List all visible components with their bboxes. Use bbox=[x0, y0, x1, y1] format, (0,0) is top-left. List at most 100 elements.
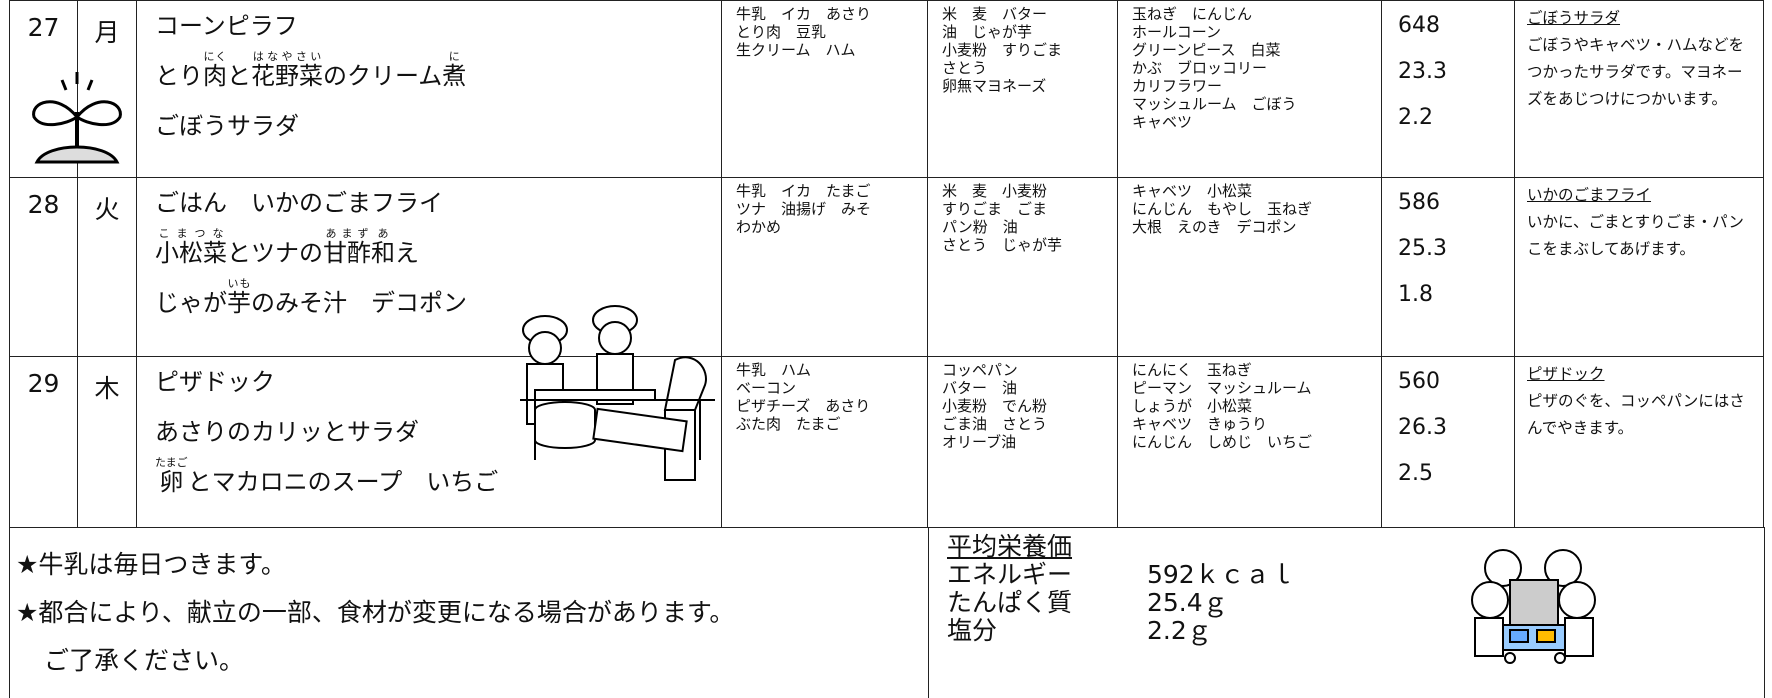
menu-line: あさりのカリッとサラダ bbox=[155, 397, 721, 447]
ruby-text: 芋いも bbox=[227, 277, 251, 318]
ingredient: 米 麦 小麦粉 bbox=[942, 182, 1048, 200]
average-row: 塩分 2.2ｇ bbox=[947, 617, 1295, 645]
menu-line: ごぼうサラダ bbox=[155, 91, 721, 141]
menu-text: ごぼうサラダ bbox=[155, 112, 299, 140]
ruby-text: 甘酢あまず bbox=[323, 227, 371, 268]
ingredient: キャベツ 小松菜 bbox=[1132, 182, 1253, 200]
ingredient: 小麦粉 でん粉 bbox=[942, 397, 1048, 415]
menu-text: 肉 bbox=[203, 62, 227, 90]
ingredient: さとう bbox=[942, 59, 988, 77]
ingredient: かぶ ブロッコリー bbox=[1132, 59, 1268, 77]
salt: 1.8 bbox=[1398, 282, 1433, 307]
ingredient: キャベツ bbox=[1132, 113, 1193, 131]
ingredient: にんじん もやし 玉ねぎ bbox=[1132, 200, 1313, 218]
ingredient-cell: 牛乳 イカ あさり とり肉 豆乳 生クリーム ハム bbox=[721, 0, 928, 178]
ingredient: 大根 えのき デコポン bbox=[1132, 218, 1297, 236]
nutrition-cell: 586 25.3 1.8 bbox=[1381, 177, 1515, 357]
menu-text: じゃが bbox=[155, 289, 227, 317]
nutrient: エネルギー bbox=[947, 560, 1073, 589]
menu-text: 花野菜 bbox=[251, 62, 323, 90]
kids-illustration bbox=[1471, 549, 1596, 664]
menu-table: 27 月コーンピラフ とり 肉にくと花野菜はなやさい のクリーム 煮に ごぼうサラダ 牛乳 イ… bbox=[9, 0, 1764, 528]
ingredient: しょうが 小松菜 bbox=[1132, 397, 1253, 415]
date-cell: 29 bbox=[9, 356, 78, 528]
protein: 26.3 bbox=[1398, 415, 1447, 440]
ingredient: わかめ bbox=[736, 218, 782, 236]
ingredient-cell: コッペパン バター 油小麦粉 でん粉 ごま油 さとう オリーブ油 bbox=[927, 356, 1118, 528]
ruby-text: 煮に bbox=[442, 50, 466, 91]
protein: 23.3 bbox=[1398, 59, 1447, 84]
menu-text: のみそ汁 デコポン bbox=[251, 289, 467, 317]
ingredient-cell: 牛乳 イカ たまご ツナ 油揚げ みそ わかめ bbox=[721, 177, 928, 357]
ingredient: 油 じゃが芋 bbox=[942, 23, 1033, 41]
divider bbox=[928, 527, 929, 698]
description-title: いかのごまフライ bbox=[1527, 186, 1652, 204]
energy: 648 bbox=[1398, 13, 1440, 38]
salt: 2.2 bbox=[1398, 105, 1433, 130]
day-row: 27 月コーンピラフ とり 肉にくと花野菜はなやさい のクリーム 煮に ごぼうサラダ 牛乳 イ… bbox=[9, 0, 1764, 178]
menu-text: 芋 bbox=[227, 289, 251, 317]
menu-line: じゃが 芋いも のみそ汁 デコポン bbox=[155, 268, 721, 318]
ingredient: さとう じゃが芋 bbox=[942, 236, 1063, 254]
ingredient: オリーブ油 bbox=[942, 433, 1017, 451]
ingredient: 生クリーム ハム bbox=[736, 41, 856, 59]
ingredient-cell: キャベツ 小松菜 にんじん もやし 玉ねぎ 大根 えのき デコポン bbox=[1117, 177, 1382, 357]
furigana: にく bbox=[203, 50, 227, 63]
menu-text: ごはん いかのごまフライ bbox=[155, 189, 443, 217]
day-row: 29 木 ピザドックあさりのカリッとサラダ卵たまご とマカロニのスープ いちご 牛乳 ハ… bbox=[9, 356, 1764, 528]
menu-text: と bbox=[227, 62, 251, 90]
average-row: エネルギー 592ｋｃａｌ bbox=[947, 561, 1295, 589]
ingredient-cell: 牛乳 ハム ベーコン ピザチーズ あさり ぶた肉 たまご bbox=[721, 356, 928, 528]
ingredient: ツナ 油揚げ みそ bbox=[736, 200, 872, 218]
note: ご了承ください。 bbox=[44, 646, 245, 675]
menu-text: 和 bbox=[371, 239, 395, 267]
ruby-text: 小松菜こまつな bbox=[155, 227, 227, 268]
menu-text: え bbox=[395, 239, 419, 267]
ingredient: 卵無マヨネーズ bbox=[942, 77, 1047, 95]
menu-cell: コーンピラフ とり 肉にくと花野菜はなやさい のクリーム 煮にごぼうサラダ bbox=[136, 0, 722, 178]
ruby-text: 肉にく bbox=[203, 50, 227, 91]
ingredient-cell: 玉ねぎ にんじん ホールコーン グリーンピース 白菜 かぶ ブロッコリー カリフラワーマ… bbox=[1117, 0, 1382, 178]
note: ★都合により、献立の一部、食材が変更になる場合があります。 bbox=[16, 598, 735, 627]
nutrition-cell: 648 23.3 2.2 bbox=[1381, 0, 1515, 178]
ingredient: ピーマン マッシュルーム bbox=[1132, 379, 1312, 397]
ingredient-cell: 米 麦 小麦粉 すりごま ごま パン粉 油さとう じゃが芋 bbox=[927, 177, 1118, 357]
weekday: 火 bbox=[94, 195, 120, 224]
ingredient: 玉ねぎ にんじん bbox=[1132, 5, 1253, 23]
energy: 586 bbox=[1398, 190, 1440, 215]
nutrient-value: 2.2ｇ bbox=[1147, 616, 1212, 645]
description-title: ごぼうサラダ bbox=[1527, 9, 1621, 27]
description-cell: いかのごまフライ いかに、ごまとすりごま・パンこをまぶしてあげます。 bbox=[1514, 177, 1764, 357]
furigana: はなやさい bbox=[251, 50, 323, 63]
nutrient: 塩分 bbox=[947, 616, 998, 645]
salt: 2.5 bbox=[1398, 461, 1433, 486]
ingredient: 牛乳 イカ あさり bbox=[736, 5, 872, 23]
weekday: 木 bbox=[94, 374, 120, 403]
weekday-cell: 火 bbox=[77, 177, 137, 357]
menu-text: 甘酢 bbox=[323, 239, 371, 267]
ingredient: グリーンピース 白菜 bbox=[1132, 41, 1281, 59]
description-title: ピザドック bbox=[1527, 365, 1605, 383]
menu-text: とり bbox=[155, 62, 203, 90]
ingredient-cell: にんにく 玉ねぎ ピーマン マッシュルーム しょうが 小松菜 キャベツ きゅうり にんじ… bbox=[1117, 356, 1382, 528]
description-cell: ごぼうサラダ ごぼうやキャベツ・ハムなどをつかったサラダです。マヨネーズをあじつけ… bbox=[1514, 0, 1764, 178]
ingredient: すりごま ごま bbox=[942, 200, 1048, 218]
ingredient: 牛乳 イカ たまご bbox=[736, 182, 871, 200]
ruby-text: 花野菜はなやさい bbox=[251, 50, 323, 91]
ruby-text: 卵たまご bbox=[155, 456, 188, 497]
furigana: こまつな bbox=[155, 227, 227, 240]
ingredient: パン粉 油 bbox=[942, 218, 1018, 236]
energy: 560 bbox=[1398, 369, 1440, 394]
menu-text: とツナの bbox=[227, 239, 323, 267]
ingredient: カリフラワー bbox=[1132, 77, 1223, 95]
menu-line: コーンピラフ bbox=[155, 11, 721, 41]
ingredient: 米 麦 バター bbox=[942, 5, 1048, 23]
nutrition-cell: 560 26.3 2.5 bbox=[1381, 356, 1515, 528]
menu-line: とり 肉にくと花野菜はなやさい のクリーム 煮に bbox=[155, 41, 721, 91]
menu-text: とマカロニのスープ いちご bbox=[187, 468, 499, 496]
day-row: 28 火 ごはん いかのごまフライ 小松菜こまつな とツナの 甘酢あまず 和あえじゃが 芋いも… bbox=[9, 177, 1764, 357]
ingredient: ベーコン bbox=[736, 379, 797, 397]
furigana: いも bbox=[227, 277, 251, 290]
date: 27 bbox=[27, 13, 60, 42]
